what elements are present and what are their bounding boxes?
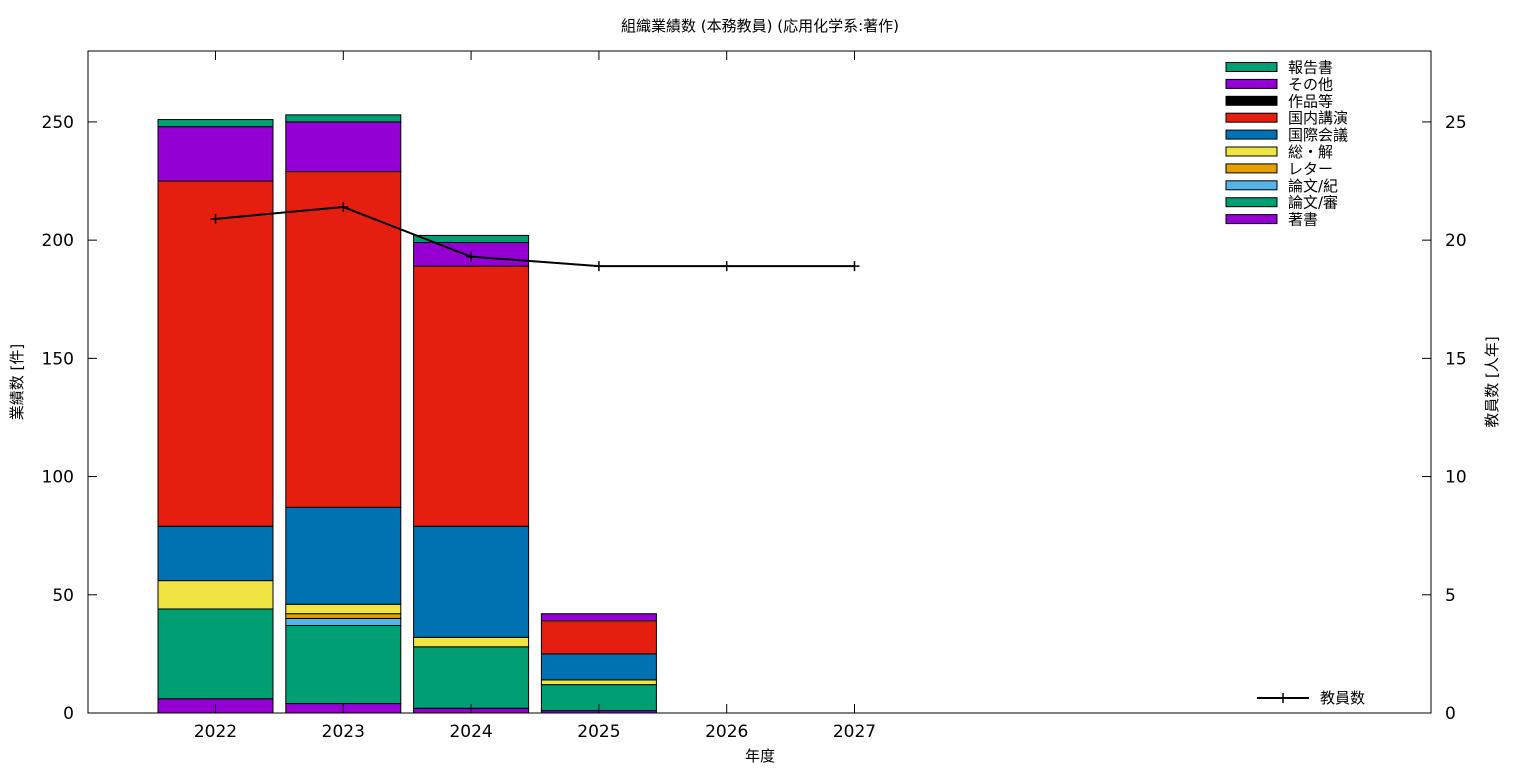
legend-swatch: [1225, 163, 1278, 174]
bar-segment: [285, 613, 402, 619]
y2-tick-label: 0: [1445, 704, 1456, 724]
bar-segment: [285, 625, 402, 705]
bar-segment: [157, 126, 274, 182]
legend-item: 報告書: [1225, 59, 1333, 77]
legend-item: 総・解: [1225, 143, 1333, 161]
staff-point: [593, 261, 604, 272]
x-tick-label: 2026: [705, 722, 748, 742]
bar-segment: [285, 617, 402, 627]
staff-point: [210, 213, 221, 224]
legend-swatch: [1225, 62, 1278, 72]
y-tick-label: 50: [52, 586, 74, 606]
y-tick-label: 150: [42, 349, 74, 369]
bars-layer: [157, 114, 657, 714]
legend-label: 教員数: [1320, 689, 1365, 707]
bar-segment: [157, 580, 274, 610]
staff-point: [338, 202, 349, 213]
legend-swatch: [1225, 78, 1278, 89]
legend-swatch: [1225, 129, 1278, 140]
legend-label: 作品等: [1288, 92, 1333, 110]
bar-segment: [157, 525, 274, 582]
bar-segment: [157, 608, 274, 700]
staff-point: [721, 261, 732, 272]
x-axis-label: 年度: [745, 747, 775, 765]
bar-segment: [413, 636, 530, 648]
y-tick-label: 200: [42, 231, 74, 251]
legend-swatch: [1225, 180, 1278, 191]
legend-item-staff: 教員数: [1257, 689, 1365, 707]
y2-tick-label: 15: [1445, 349, 1467, 369]
bar-segment: [285, 114, 402, 123]
bar-segment: [285, 121, 402, 173]
y2-tick-label: 5: [1445, 586, 1456, 606]
bar-segment: [157, 180, 274, 527]
bar-segment: [540, 653, 657, 681]
legend-swatch: [1225, 146, 1278, 157]
x-tick-label: 2027: [833, 722, 876, 742]
y2-tick-label: 20: [1445, 231, 1467, 251]
bar-segment: [157, 119, 274, 128]
bar-segment: [413, 265, 530, 527]
y-axis-label: 業績数 [件]: [8, 344, 26, 420]
staff-line: [215, 206, 855, 268]
legend-item: その他: [1225, 75, 1333, 93]
staff-line-layer: [210, 202, 860, 272]
bar-segment: [540, 620, 657, 655]
legend-swatch: [1225, 112, 1278, 123]
bar-segment: [413, 234, 530, 244]
y2-axis-label: 教員数 [人年]: [1483, 336, 1501, 427]
legend-label: 報告書: [1288, 59, 1333, 77]
legend-label: 著書: [1288, 211, 1318, 229]
legend-label: 論文/紀: [1288, 177, 1338, 195]
legend-label: 国際会議: [1288, 126, 1348, 144]
legend-label: レター: [1288, 160, 1333, 178]
y2-tick-label: 25: [1445, 113, 1467, 133]
staff-point: [466, 251, 477, 262]
bar-segment: [285, 171, 402, 508]
legend-item: 国際会議: [1225, 126, 1348, 144]
y-tick-label: 0: [63, 704, 74, 724]
legend-item: 国内講演: [1225, 109, 1348, 127]
legend-label: 論文/審: [1288, 194, 1338, 212]
bar-segment: [285, 603, 402, 615]
legend-swatch: [1225, 214, 1278, 225]
bar-segment: [285, 506, 402, 605]
legend-swatch: [1225, 95, 1278, 106]
legend-label: 総・解: [1288, 143, 1333, 161]
y-tick-label: 250: [42, 113, 74, 133]
plot-area: [87, 50, 1432, 714]
legend-item: 作品等: [1225, 92, 1333, 110]
bar-segment: [413, 646, 530, 709]
legend-item: 著書: [1225, 211, 1318, 229]
y2-tick-label: 10: [1445, 468, 1467, 488]
legend-item: 論文/審: [1225, 194, 1338, 212]
bar-segment: [413, 525, 530, 638]
chart-title: 組織業績数 (本務教員) (応用化学系:著作): [621, 17, 899, 35]
bar-segment: [540, 679, 657, 686]
y-tick-label: 100: [42, 468, 74, 488]
legend-item: 論文/紀: [1225, 177, 1338, 195]
staff-point: [849, 261, 860, 272]
x-tick-label: 2024: [449, 722, 492, 742]
legend-label: その他: [1288, 75, 1333, 93]
bar-segment: [540, 613, 657, 622]
x-tick-label: 2025: [577, 722, 620, 742]
x-tick-label: 2022: [194, 722, 237, 742]
legend-item: レター: [1225, 160, 1333, 178]
legend-swatch: [1225, 197, 1278, 208]
x-tick-label: 2023: [322, 722, 365, 742]
legend-label: 国内講演: [1288, 109, 1348, 127]
